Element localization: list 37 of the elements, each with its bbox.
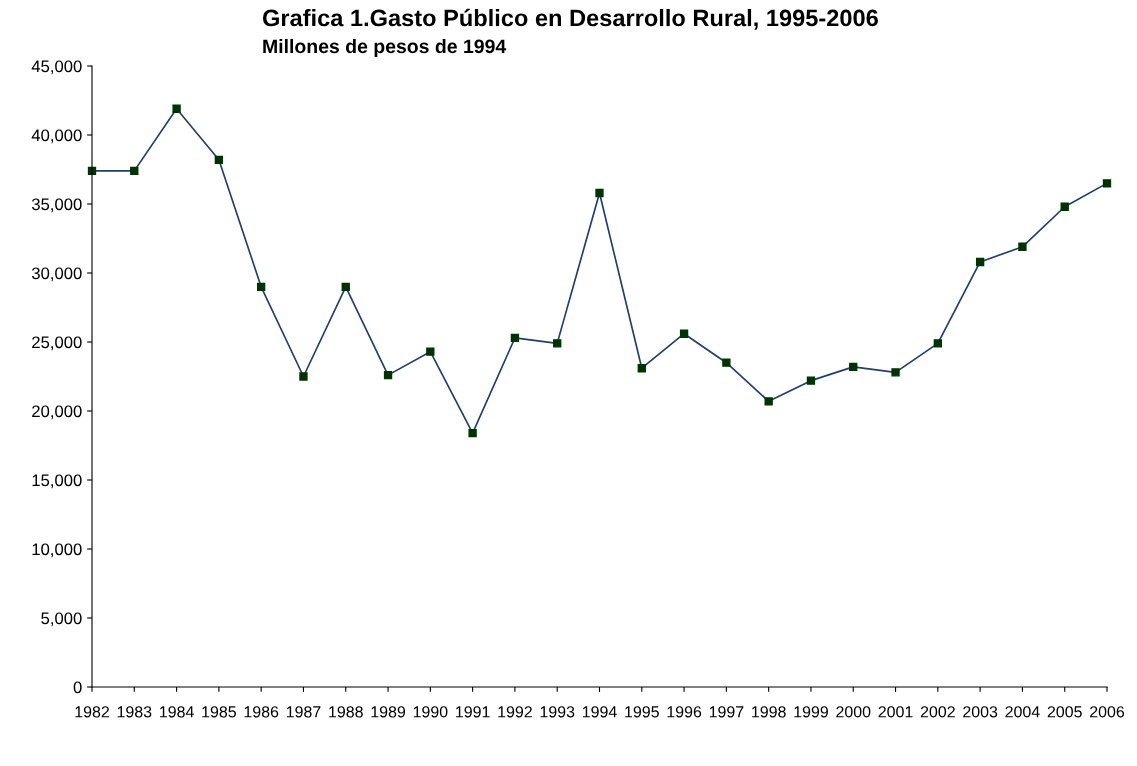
x-tick-label: 1989 bbox=[371, 706, 406, 718]
y-tick-label: 30,000 bbox=[31, 267, 82, 282]
x-tick-label: 1996 bbox=[667, 706, 702, 718]
x-tick-label: 1994 bbox=[582, 706, 617, 718]
x-tick-label: 1997 bbox=[709, 706, 744, 718]
x-tick-label: 1992 bbox=[498, 706, 532, 718]
y-tick-label: 0 bbox=[73, 681, 82, 694]
chart-subtitle: Millones de pesos de 1994 bbox=[263, 38, 507, 58]
x-tick-label: 1986 bbox=[244, 706, 279, 718]
y-tick-label: 15,000 bbox=[32, 474, 82, 489]
x-tick-label: 1985 bbox=[202, 706, 236, 718]
x-tick-label: 2006 bbox=[1090, 706, 1125, 718]
x-tick-label: 1987 bbox=[286, 706, 321, 718]
y-tick-label: 40,000 bbox=[31, 129, 82, 144]
x-tick-label: 2003 bbox=[963, 706, 998, 718]
x-tick-label: 1999 bbox=[794, 706, 828, 718]
x-tick-label: 2005 bbox=[1047, 706, 1082, 718]
x-tick-label: 2002 bbox=[920, 706, 955, 718]
y-tick-label: 45,000 bbox=[31, 60, 82, 75]
chart-title: Grafica 1.Gasto Público en Desarrollo Rural, 1995-2006 bbox=[262, 8, 878, 30]
x-tick-label: 1995 bbox=[625, 706, 659, 718]
x-tick-label: 1998 bbox=[752, 706, 786, 718]
x-tick-label: 1982 bbox=[75, 706, 109, 718]
x-tick-label: 1993 bbox=[540, 706, 575, 718]
y-tick-label: 20,000 bbox=[32, 405, 82, 420]
x-tick-label: 2004 bbox=[1005, 706, 1040, 718]
y-tick-label: 10,000 bbox=[32, 543, 82, 558]
x-tick-label: 2000 bbox=[836, 706, 871, 718]
x-tick-label: 1988 bbox=[329, 706, 363, 718]
x-tick-label: 1984 bbox=[160, 706, 194, 718]
x-tick-label: 1983 bbox=[117, 706, 152, 718]
x-tick-label: 2001 bbox=[878, 706, 913, 718]
y-tick-label: 5,000 bbox=[41, 612, 82, 627]
x-tick-label: 1991 bbox=[456, 706, 490, 718]
y-tick-label: 35,000 bbox=[31, 198, 82, 213]
y-tick-label: 25,000 bbox=[32, 336, 82, 351]
x-tick-label: 1990 bbox=[413, 706, 448, 718]
